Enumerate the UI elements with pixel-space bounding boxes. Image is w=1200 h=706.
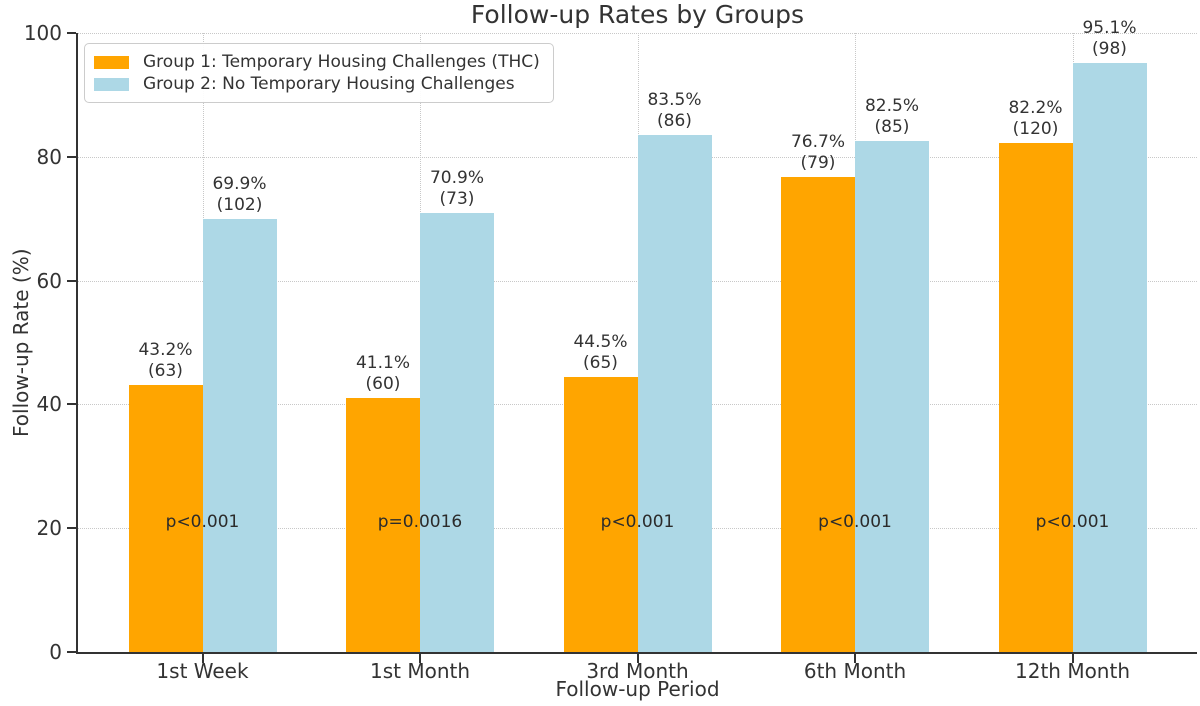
- x-tick-label: 6th Month: [803, 659, 907, 683]
- bar-value-label: 69.9% (102): [212, 174, 266, 216]
- bar-value-label: 82.2% (120): [1008, 98, 1062, 140]
- bar-value-count: (65): [583, 352, 618, 373]
- x-axis-title: Follow-up Period: [555, 677, 720, 701]
- bar-value-percent: 41.1%: [355, 352, 411, 373]
- bar-value-percent: 70.9%: [429, 168, 485, 189]
- y-tick-label: 0: [49, 640, 62, 664]
- x-tick-label: 1st Week: [156, 659, 249, 683]
- bar-group2: [1072, 63, 1147, 652]
- y-tick-label: 20: [36, 516, 62, 541]
- bar-value-percent: 82.5%: [864, 96, 920, 117]
- y-tick-mark: [67, 527, 76, 530]
- bar-group2: [202, 219, 277, 652]
- p-value-label: p=0.0016: [377, 512, 463, 532]
- bar-value-count: (86): [657, 111, 692, 132]
- bar-value-count: (102): [216, 195, 263, 216]
- bar-value-label: 41.1% (60): [356, 353, 410, 395]
- y-tick-mark: [67, 155, 76, 158]
- y-tick-label: 100: [23, 21, 62, 45]
- bar-group1: [998, 143, 1073, 652]
- bar-value-count: (120): [1012, 119, 1059, 140]
- legend-label-group1: Group 1: Temporary Housing Challenges (T…: [143, 52, 540, 72]
- x-tick-mark: [636, 654, 639, 663]
- x-tick-mark: [854, 654, 856, 663]
- bar-value-percent: 76.7%: [790, 132, 846, 153]
- plot-area: 43.2% (63) 41.1% (60) 44.5% (65) 76.7% (79) 82.2…: [67, 18, 1197, 663]
- bar-value-count: (63): [148, 360, 183, 381]
- bar-group1: [128, 384, 203, 652]
- x-tick-label: 1st Month: [369, 659, 471, 683]
- y-tick-label: 60: [36, 268, 62, 293]
- bar-value-percent: 43.2%: [138, 339, 193, 360]
- p-value-label: p<0.001: [818, 512, 892, 532]
- legend-swatch-group1-icon: [94, 55, 129, 69]
- bar-value-count: (60): [365, 373, 401, 394]
- bar-value-percent: 69.9%: [212, 174, 267, 195]
- bar-value-label: 82.5% (85): [865, 96, 919, 138]
- bar-value-label: 43.2% (63): [138, 340, 192, 382]
- y-tick-label: 40: [36, 392, 62, 417]
- bar-group2: [637, 135, 712, 652]
- y-tick-mark: [67, 651, 76, 653]
- bar-group1: [781, 177, 855, 652]
- bar-value-percent: 83.5%: [647, 90, 702, 111]
- bar-value-label: 70.9% (73): [430, 168, 484, 210]
- p-value-label: p<0.001: [1035, 512, 1110, 532]
- x-tick-mark: [201, 654, 204, 663]
- y-tick-mark: [67, 403, 76, 406]
- bar-group2: [855, 141, 929, 652]
- bar-group1: [346, 397, 420, 652]
- y-tick-mark: [67, 32, 76, 34]
- bar-group1: [563, 376, 638, 652]
- bar-value-label: 44.5% (65): [573, 332, 627, 374]
- chart-title: Follow-up Rates by Groups: [470, 0, 805, 29]
- bar-value-count: (85): [874, 117, 910, 138]
- bar-value-label: 76.7% (79): [791, 132, 845, 174]
- legend: Group 1: Temporary Housing Challenges (T…: [84, 43, 554, 103]
- bar-value-label: 83.5% (86): [647, 90, 701, 132]
- bar-value-count: (79): [800, 153, 836, 174]
- x-tick-mark: [1071, 654, 1074, 663]
- x-tick-label: 3rd Month: [586, 659, 689, 683]
- y-axis-title: Follow-up Rate (%): [9, 248, 33, 437]
- bar-group2: [420, 213, 494, 652]
- p-value-label: p<0.001: [165, 512, 240, 532]
- legend-swatch-group2-icon: [94, 77, 129, 91]
- legend-item-group1: Group 1: Temporary Housing Challenges (T…: [94, 51, 540, 73]
- y-tick-label: 80: [36, 144, 62, 169]
- bar-value-percent: 95.1%: [1082, 18, 1137, 39]
- bar-value-percent: 44.5%: [573, 331, 628, 352]
- bar-value-percent: 82.2%: [1008, 98, 1063, 119]
- x-tick-label: 12th Month: [1014, 659, 1131, 683]
- p-value-label: p<0.001: [600, 512, 675, 532]
- bar-value-count: (98): [1092, 39, 1127, 60]
- legend-item-group2: Group 2: No Temporary Housing Challenges: [94, 73, 540, 95]
- legend-label-group2: Group 2: No Temporary Housing Challenges: [143, 74, 515, 94]
- y-tick-mark: [67, 279, 76, 282]
- x-tick-mark: [419, 654, 421, 663]
- bar-value-label: 95.1% (98): [1082, 18, 1136, 60]
- bar-value-count: (73): [439, 189, 475, 210]
